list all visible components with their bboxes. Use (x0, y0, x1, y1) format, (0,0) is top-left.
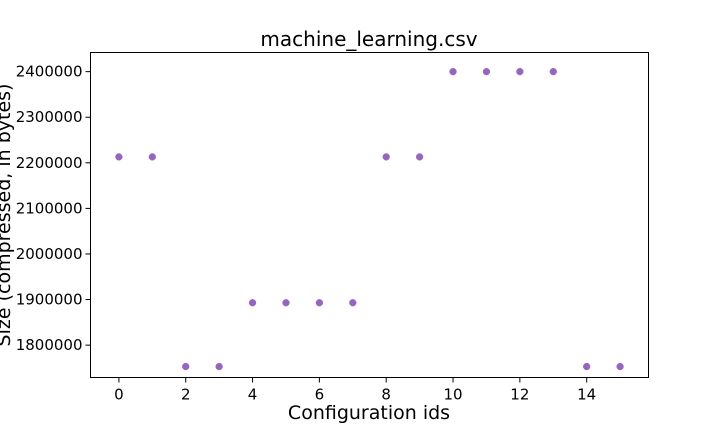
data-point (415, 153, 424, 161)
data-point (248, 299, 257, 307)
data-point (315, 299, 324, 307)
data-point (449, 67, 457, 76)
y-tick-label: 2100000 (16, 199, 83, 217)
x-tick-label: 12 (510, 386, 529, 404)
plot-area (115, 67, 624, 371)
data-point (215, 362, 223, 371)
data-point (616, 362, 624, 371)
plot-frame (90, 52, 649, 378)
x-axis-label: Configuration ids (288, 402, 450, 424)
chart-title: machine_learning.csv (260, 27, 477, 51)
x-tick-label: 14 (577, 386, 596, 404)
data-point (482, 67, 491, 76)
data-point (349, 299, 357, 307)
y-tick-label: 2200000 (16, 154, 83, 172)
data-point (516, 67, 524, 76)
x-tick-label: 2 (181, 386, 191, 404)
x-tick-label: 4 (248, 386, 258, 404)
data-point (115, 153, 123, 161)
data-point (148, 153, 156, 161)
y-tick-label: 2300000 (16, 108, 83, 126)
y-axis-label: Size (compressed, in bytes) (0, 84, 15, 347)
x-tick-label: 0 (114, 386, 124, 404)
x-tick-label: 10 (443, 386, 462, 404)
data-point (182, 362, 190, 371)
x-axis: 0 2 4 6 8 10 12 14 (114, 377, 596, 404)
y-tick-label: 2000000 (16, 245, 83, 263)
x-tick-label: 6 (315, 386, 325, 404)
y-tick-label: 2400000 (16, 63, 83, 81)
data-point (549, 67, 557, 76)
y-tick-label: 1800000 (16, 336, 83, 354)
y-tick-label: 1900000 (16, 291, 83, 309)
data-point (583, 362, 591, 371)
y-axis: 1800000 1900000 2000000 2100000 2200000 23000… (16, 63, 91, 354)
data-point (282, 299, 290, 307)
data-point (382, 153, 390, 161)
x-tick-label: 8 (381, 386, 391, 404)
